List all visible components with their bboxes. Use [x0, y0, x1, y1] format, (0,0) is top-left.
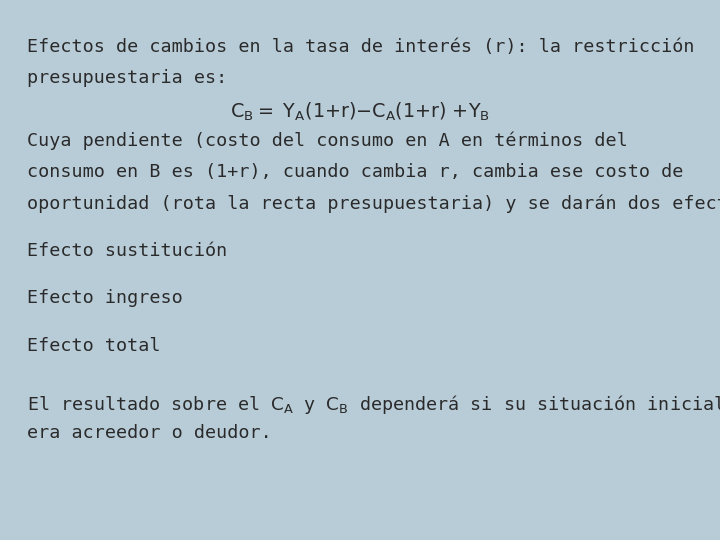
- Text: Efecto ingreso: Efecto ingreso: [27, 289, 183, 307]
- Text: consumo en B es (1+r), cuando cambia r, cambia ese costo de: consumo en B es (1+r), cuando cambia r, …: [27, 163, 684, 181]
- Text: El resultado sobre el $\mathrm{C_A}$ y $\mathrm{C_B}$ dependerá si su situación : El resultado sobre el $\mathrm{C_A}$ y $…: [27, 393, 720, 416]
- Text: Efectos de cambios en la tasa de interés (r): la restricción: Efectos de cambios en la tasa de interés…: [27, 38, 695, 56]
- Text: oportunidad (rota la recta presupuestaria) y se darán dos efectos:: oportunidad (rota la recta presupuestari…: [27, 194, 720, 213]
- Text: era acreedor o deudor.: era acreedor o deudor.: [27, 424, 272, 442]
- Text: Cuya pendiente (costo del consumo en A en términos del: Cuya pendiente (costo del consumo en A e…: [27, 132, 628, 150]
- Text: Efecto sustitución: Efecto sustitución: [27, 242, 228, 260]
- Text: presupuestaria es:: presupuestaria es:: [27, 69, 228, 87]
- Text: Efecto total: Efecto total: [27, 337, 161, 355]
- Text: $\mathrm{C_B{=}\ Y_A(1{+}r){-}C_A(1{+}r)\ {+}Y_B}$: $\mathrm{C_B{=}\ Y_A(1{+}r){-}C_A(1{+}r)…: [230, 101, 490, 123]
